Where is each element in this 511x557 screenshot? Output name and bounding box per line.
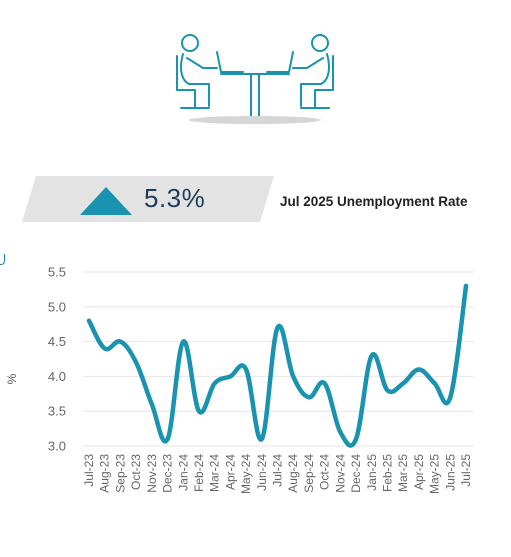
data-point <box>307 395 311 399</box>
data-point <box>260 437 264 441</box>
y-tick-label: 4.0 <box>48 369 66 384</box>
edge-mark <box>0 254 5 265</box>
x-tick-label: Jul-23 <box>82 454 96 487</box>
x-tick-label: Sep-24 <box>302 454 316 493</box>
y-tick-label: 5.5 <box>48 265 66 280</box>
data-point <box>244 367 248 371</box>
x-tick-label: Mar-25 <box>396 454 410 492</box>
x-tick-label: Sep-23 <box>113 454 127 493</box>
x-tick-label: Nov-23 <box>145 454 159 493</box>
data-point <box>181 340 185 344</box>
x-tick-label: May-24 <box>239 454 253 494</box>
x-tick-label: Jun-24 <box>255 454 269 491</box>
x-tick-label: Jul-25 <box>459 454 473 487</box>
two-people-at-desk-icon <box>176 34 334 124</box>
x-tick-label: Jun-25 <box>443 454 457 491</box>
x-tick-label: Jan-25 <box>365 454 379 491</box>
data-point <box>197 409 201 413</box>
x-tick-label: Dec-24 <box>349 454 363 493</box>
data-point <box>464 284 468 288</box>
up-triangle-icon <box>80 187 132 215</box>
data-point <box>354 437 358 441</box>
y-tick-label: 3.5 <box>48 404 66 419</box>
data-point <box>417 367 421 371</box>
x-tick-label: Dec-23 <box>161 454 175 493</box>
x-tick-label: Apr-24 <box>223 454 237 490</box>
data-point <box>338 430 342 434</box>
data-point <box>166 437 170 441</box>
y-tick-label: 5.0 <box>48 299 66 314</box>
data-point <box>150 402 154 406</box>
data-point <box>401 381 405 385</box>
data-point <box>433 381 437 385</box>
rate-label: Jul 2025 Unemployment Rate <box>280 194 468 209</box>
x-tick-label: Aug-23 <box>98 454 112 493</box>
data-point <box>134 360 138 364</box>
data-point <box>276 326 279 330</box>
x-tick-label: Aug-24 <box>286 454 300 493</box>
x-tick-label: Oct-23 <box>129 454 143 490</box>
data-point <box>323 381 327 385</box>
x-tick-label: Feb-24 <box>192 454 206 492</box>
series-line <box>86 283 469 448</box>
x-tick-label: Jan-24 <box>176 454 190 491</box>
x-tick-label: Feb-25 <box>380 454 394 492</box>
x-tick-label: Nov-24 <box>333 454 347 493</box>
data-point <box>228 374 232 378</box>
x-tick-label: Oct-24 <box>318 454 332 490</box>
x-tick-label: Apr-25 <box>412 454 426 490</box>
data-point <box>103 347 107 351</box>
data-point <box>291 374 295 378</box>
data-point <box>87 319 91 323</box>
data-point <box>448 395 452 399</box>
y-tick-label: 4.5 <box>48 334 66 349</box>
data-point <box>118 340 122 344</box>
y-tick-label: 3.0 <box>48 439 66 454</box>
x-tick-label: May-25 <box>428 454 442 494</box>
data-point <box>213 381 217 385</box>
rate-value: 5.3% <box>144 183 206 213</box>
x-tick-label: Jul-24 <box>271 454 285 487</box>
data-point <box>370 354 374 358</box>
data-point <box>385 388 389 392</box>
x-tick-label: Mar-24 <box>208 454 222 492</box>
